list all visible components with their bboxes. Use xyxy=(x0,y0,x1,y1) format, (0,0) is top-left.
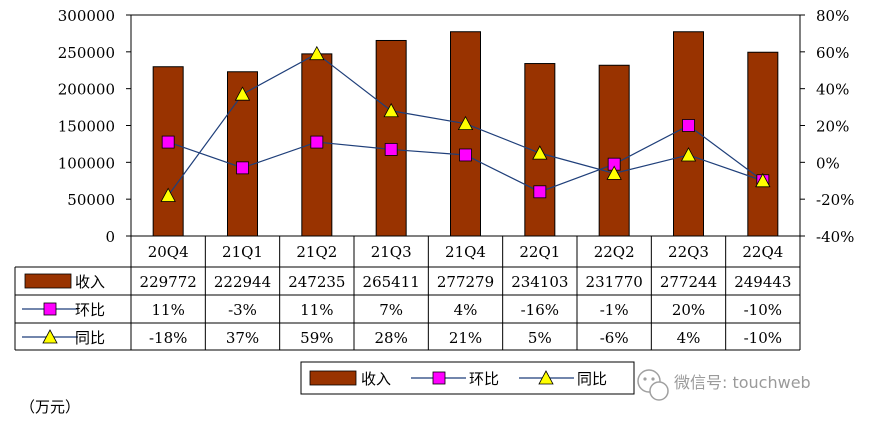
x-tick-label: 22Q1 xyxy=(519,243,560,261)
table-cell: 229772 xyxy=(140,273,197,291)
bar-revenue xyxy=(375,39,407,237)
marker-yoy xyxy=(383,102,399,118)
table-cell: -10% xyxy=(744,329,782,347)
x-tick-label: 21Q4 xyxy=(445,243,486,261)
table-key-revenue xyxy=(24,273,72,289)
legend-key-marker-yoy xyxy=(538,370,554,385)
table-cell: -10% xyxy=(744,301,782,319)
table-row-label: 环比 xyxy=(75,301,105,319)
marker-qoq xyxy=(533,185,547,199)
marker-qoq xyxy=(459,148,472,162)
watermark: 微信号: touchweb xyxy=(637,369,811,401)
marker-qoq xyxy=(161,135,175,149)
table-key-marker-yoy xyxy=(42,329,58,344)
table-cell: -1% xyxy=(600,301,629,319)
left-axis-tick-label: 300000 xyxy=(58,7,115,25)
table-row-label: 同比 xyxy=(75,329,105,347)
x-tick-label: 20Q4 xyxy=(148,243,189,261)
legend-label: 同比 xyxy=(577,370,607,388)
marker-yoy xyxy=(457,115,474,131)
marker-qoq xyxy=(682,119,695,132)
x-tick-label: 21Q2 xyxy=(296,243,337,261)
table-cell: 5% xyxy=(528,329,552,347)
x-tick-label: 22Q4 xyxy=(742,243,783,261)
legend-label: 收入 xyxy=(361,370,391,388)
unit-label: （万元） xyxy=(20,398,80,416)
right-axis-tick-label: -20% xyxy=(816,191,854,209)
table-cell: 222944 xyxy=(214,273,271,291)
bar-revenue xyxy=(152,66,184,237)
right-axis-tick-label: 80% xyxy=(816,7,849,25)
right-axis-tick-label: 60% xyxy=(816,44,849,62)
left-axis-tick-label: 150000 xyxy=(58,118,115,136)
table-cell: 21% xyxy=(449,329,482,347)
bar-revenue xyxy=(747,51,779,237)
x-tick-label: 21Q1 xyxy=(222,243,263,261)
table-cell: 7% xyxy=(379,301,403,319)
table-cell: 265411 xyxy=(363,273,420,291)
table-cell: 234103 xyxy=(511,273,568,291)
table-row-label: 收入 xyxy=(75,273,105,291)
left-axis-tick-label: 0 xyxy=(105,228,115,246)
legend-key-revenue xyxy=(309,370,357,386)
table-cell: -16% xyxy=(521,301,559,319)
marker-yoy xyxy=(309,45,325,61)
marker-qoq xyxy=(384,143,398,156)
table-cell: 20% xyxy=(672,301,705,319)
table-cell: 11% xyxy=(151,301,184,319)
table-cell: -3% xyxy=(228,301,257,319)
marker-yoy xyxy=(680,147,697,162)
left-axis-tick-label: 50000 xyxy=(67,191,115,209)
table-cell: -6% xyxy=(600,329,629,347)
left-axis-tick-label: 100000 xyxy=(58,154,115,172)
marker-yoy xyxy=(755,172,771,188)
marker-qoq xyxy=(310,135,324,149)
table-cell: 277244 xyxy=(660,273,717,291)
data-table: 20Q4 21Q1 21Q2 21Q3 21Q4 22Q1 22Q2 22Q3 22Q4 收入 22… xyxy=(14,236,801,351)
x-tick-label: 21Q3 xyxy=(371,243,412,261)
table-cell: 4% xyxy=(677,329,701,347)
right-axis-tick-label: -40% xyxy=(816,228,854,246)
table-cell: 4% xyxy=(454,301,478,319)
bar-revenue xyxy=(598,64,630,237)
table-cell: 277279 xyxy=(437,273,494,291)
right-axis-tick-label: 0% xyxy=(816,154,840,172)
table-cell: 28% xyxy=(374,329,407,347)
marker-yoy xyxy=(234,86,251,101)
bar-revenue xyxy=(673,31,704,237)
left-axis-tick-label: 250000 xyxy=(58,44,115,62)
table-cell: 59% xyxy=(300,329,333,347)
marker-yoy xyxy=(606,165,622,180)
table-cell: 249443 xyxy=(734,273,791,291)
table-cell: 247235 xyxy=(288,273,345,291)
table-key-marker-qoq xyxy=(43,302,57,316)
table-cell: 37% xyxy=(226,329,259,347)
plot-area: 0 50000 100000 150000 200000 250000 300000 -40%… xyxy=(58,7,855,246)
table-cell: 11% xyxy=(300,301,333,319)
legend-label: 环比 xyxy=(469,370,499,388)
right-axis-tick-label: 40% xyxy=(816,81,849,99)
x-tick-label: 22Q3 xyxy=(668,243,709,261)
right-axis-tick-label: 20% xyxy=(816,118,849,136)
table-cell: 231770 xyxy=(586,273,643,291)
table-cell: -18% xyxy=(149,329,187,347)
bar-revenue xyxy=(450,31,481,237)
legend-frame xyxy=(300,361,635,395)
wechat-icon xyxy=(637,369,669,401)
marker-yoy xyxy=(160,187,176,202)
watermark-text: 微信号: touchweb xyxy=(674,373,811,392)
marker-qoq xyxy=(236,161,249,175)
marker-yoy xyxy=(532,145,548,160)
legend-key-marker-qoq xyxy=(432,371,446,385)
x-tick-label: 22Q2 xyxy=(594,243,635,261)
left-axis-tick-label: 200000 xyxy=(58,81,115,99)
legend: 收入 环比 同比 xyxy=(300,361,635,395)
